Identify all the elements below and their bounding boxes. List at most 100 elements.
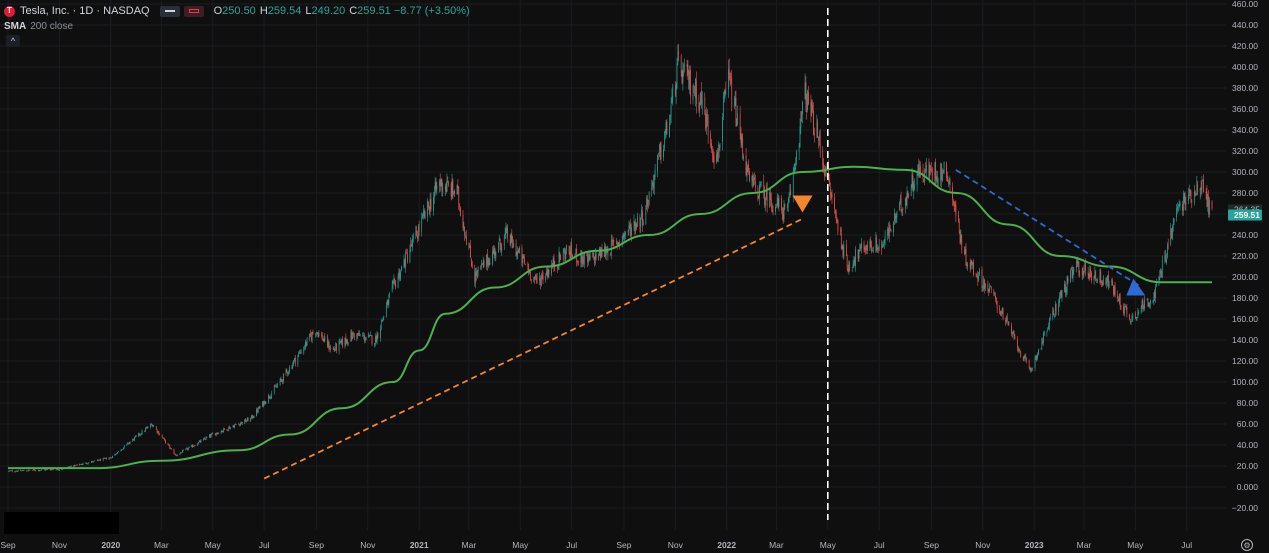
candle-body xyxy=(583,253,585,264)
candle-34 xyxy=(47,469,48,470)
candle-831 xyxy=(988,288,990,297)
candle-328 xyxy=(394,277,396,286)
candle-916 xyxy=(1088,272,1090,282)
candle-body xyxy=(687,64,689,75)
candle-624 xyxy=(743,153,744,162)
candle-body xyxy=(965,248,967,266)
candle-body xyxy=(245,418,246,422)
candle-764 xyxy=(908,193,910,199)
candle-579 xyxy=(690,65,691,105)
candle-body xyxy=(1049,316,1051,319)
candle-880 xyxy=(1046,331,1048,337)
candle-body xyxy=(150,424,152,425)
candle-body xyxy=(1099,271,1101,283)
candle-body xyxy=(1143,305,1145,310)
candle-body xyxy=(639,216,641,227)
candle-507 xyxy=(605,246,607,261)
candle-263 xyxy=(317,332,319,338)
candle-739 xyxy=(878,239,880,252)
candle-577 xyxy=(688,69,690,90)
candle-241 xyxy=(292,362,294,369)
time-axis[interactable]: Sep Nov 2020 Mar May Jul Sep Nov 2021 Mar May Jul Se… xyxy=(0,530,1226,553)
collapse-legend-button[interactable]: ^ xyxy=(6,35,20,47)
candle-body xyxy=(1108,275,1109,287)
candle-body xyxy=(830,193,832,195)
candle-body xyxy=(831,194,833,198)
candle-body xyxy=(458,187,460,205)
indicator-name[interactable]: SMA xyxy=(4,21,27,32)
candle-body xyxy=(407,252,408,262)
candle-body xyxy=(1108,283,1110,288)
candle-850 xyxy=(1011,322,1012,337)
candle-230 xyxy=(279,377,281,386)
candle-body xyxy=(81,464,83,466)
candle-266 xyxy=(321,331,323,341)
candle-92 xyxy=(116,453,118,455)
candle-29 xyxy=(41,468,43,471)
candle-body xyxy=(423,211,424,216)
candle-body xyxy=(106,458,107,460)
candle-327 xyxy=(393,274,395,284)
candle-971 xyxy=(1153,292,1155,306)
candle-body xyxy=(1020,351,1022,357)
last-price-badge xyxy=(1228,209,1262,221)
candle-568 xyxy=(677,44,679,66)
candle-body xyxy=(303,348,305,353)
candle-body xyxy=(765,198,766,206)
candle-body xyxy=(1094,271,1096,277)
candle-388 xyxy=(465,231,466,239)
candle-113 xyxy=(140,433,142,436)
candle-body xyxy=(722,101,724,118)
candle-body xyxy=(453,192,455,195)
candle-153 xyxy=(187,447,189,451)
candle-179 xyxy=(218,432,219,435)
series-settings-button[interactable] xyxy=(183,5,204,17)
time-axis-background xyxy=(0,530,1226,553)
candle-body xyxy=(612,240,614,242)
candle-118 xyxy=(146,426,148,429)
candle-680 xyxy=(810,94,812,123)
symbol-title[interactable]: Tesla, Inc. · 1D · NASDAQ xyxy=(20,5,150,17)
candle-body xyxy=(1149,303,1151,307)
indicator-row[interactable]: SMA 200 close xyxy=(4,19,474,35)
candle-395 xyxy=(474,264,476,287)
price-tick-label: 120.00 xyxy=(1232,356,1258,366)
candle-body xyxy=(787,201,789,207)
candle-body xyxy=(1087,271,1089,275)
candle-119 xyxy=(147,426,149,429)
candle-body xyxy=(441,179,443,191)
candle-755 xyxy=(899,201,900,212)
candle-body xyxy=(569,252,571,259)
hide-series-button[interactable] xyxy=(159,5,180,17)
candle-264 xyxy=(318,329,320,338)
candle-140 xyxy=(173,448,175,455)
candle-742 xyxy=(883,240,884,248)
price-axis[interactable]: −20.000.00020.0040.0060.0080.00100.00120… xyxy=(1226,0,1269,553)
candle-body xyxy=(486,254,487,267)
candle-70 xyxy=(91,460,92,464)
candle-158 xyxy=(193,445,195,447)
candle-body xyxy=(494,249,496,256)
candle-body xyxy=(802,101,803,115)
candle-body xyxy=(747,165,749,167)
candle-52 xyxy=(69,465,70,468)
time-tick-label: Jul xyxy=(259,540,270,550)
candle-497 xyxy=(594,256,595,267)
gear-icon[interactable]: ⚙ xyxy=(1241,539,1253,551)
candle-149 xyxy=(182,449,184,452)
candle-211 xyxy=(257,408,258,414)
candle-955 xyxy=(1134,311,1136,320)
candle-body xyxy=(481,263,482,267)
candle-646 xyxy=(770,188,771,207)
candle-body xyxy=(311,332,313,341)
candle-977 xyxy=(1160,268,1161,279)
drawing-annotations[interactable] xyxy=(263,8,1146,520)
candle-947 xyxy=(1124,303,1126,308)
candle-58 xyxy=(75,464,77,466)
candle-body xyxy=(652,182,653,186)
candle-581 xyxy=(693,83,695,94)
candle-163 xyxy=(199,440,201,443)
candle-353 xyxy=(423,207,425,219)
candle-323 xyxy=(388,294,390,309)
